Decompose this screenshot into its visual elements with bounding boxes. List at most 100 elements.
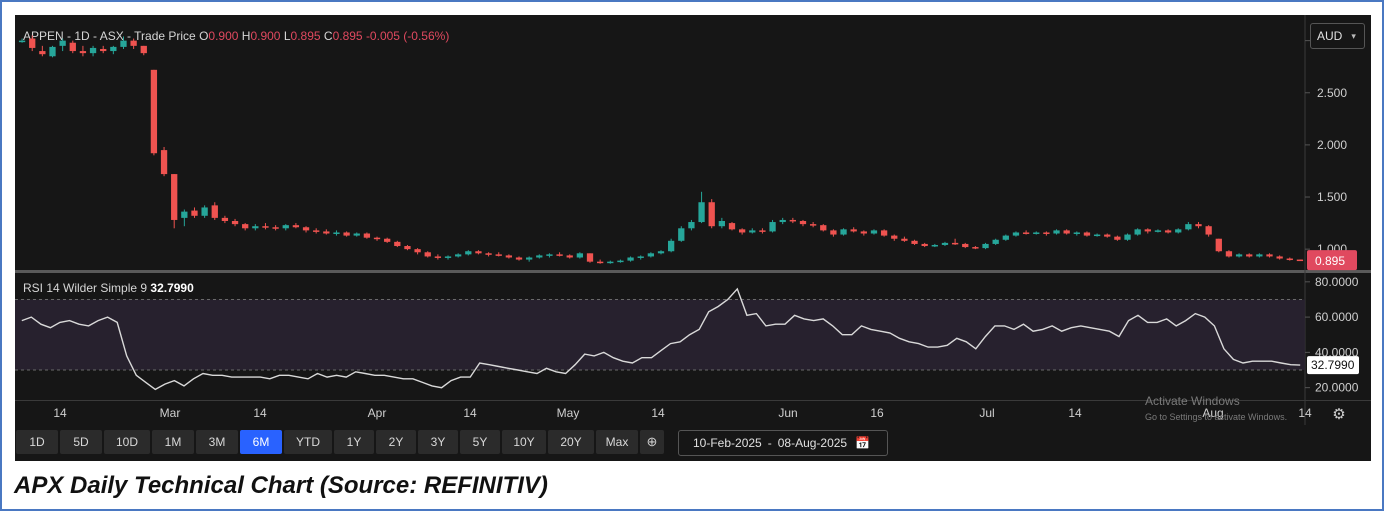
candle-body — [333, 232, 340, 234]
range-button-2y[interactable]: 2Y — [376, 430, 416, 454]
rsi-line — [21, 287, 1301, 391]
candle — [728, 222, 736, 231]
candle — [962, 242, 969, 249]
range-button-20y[interactable]: 20Y — [548, 430, 594, 454]
candle-body — [140, 45, 147, 54]
candle-body — [262, 226, 269, 228]
candle-body — [110, 46, 117, 52]
candle-body — [576, 253, 584, 258]
x-tick-label: Mar — [160, 406, 181, 420]
pane-separator — [15, 270, 1371, 273]
candle — [840, 228, 847, 236]
candle — [789, 217, 796, 224]
candle — [617, 259, 624, 263]
candle-body — [779, 219, 786, 223]
candle-body — [1235, 254, 1243, 257]
range-button-3m[interactable]: 3M — [196, 430, 238, 454]
candle — [1154, 229, 1162, 233]
candle-body — [627, 257, 634, 261]
candle — [89, 45, 97, 57]
candle-body — [769, 222, 776, 232]
candle-body — [363, 233, 371, 238]
candle-body — [1246, 254, 1253, 257]
candle-body — [1205, 226, 1212, 235]
candle — [809, 222, 817, 228]
candle-body — [1276, 256, 1283, 259]
range-button-5d[interactable]: 5D — [60, 430, 102, 454]
candle — [536, 254, 543, 259]
candle-body — [566, 255, 573, 258]
candle — [698, 191, 705, 224]
candle-body — [1114, 236, 1121, 240]
x-tick-label: May — [557, 406, 580, 420]
range-button-1y[interactable]: 1Y — [334, 430, 374, 454]
candle-body — [181, 211, 188, 218]
candle — [951, 238, 959, 245]
candle — [69, 40, 76, 54]
candle-body — [1083, 232, 1091, 236]
candle — [1144, 228, 1151, 234]
rsi-y-tick-label: 80.0000 — [1315, 275, 1359, 289]
range-button-1d[interactable]: 1D — [16, 430, 58, 454]
range-button-10d[interactable]: 10D — [104, 430, 150, 454]
candle-body — [272, 227, 279, 229]
candle-body — [1104, 234, 1111, 237]
overlay: Activate Windows Go to Settings to activa… — [1145, 394, 1287, 422]
rsi-y-tick-label: 40.0000 — [1315, 345, 1359, 359]
high-value: 0.900 — [250, 29, 283, 43]
candle-body — [982, 243, 989, 249]
candle-body — [444, 256, 452, 258]
candle — [1164, 229, 1172, 234]
range-button-max[interactable]: Max — [596, 430, 638, 454]
candle — [870, 229, 878, 235]
candle — [100, 45, 107, 54]
candle — [242, 223, 249, 231]
candle — [455, 253, 462, 258]
candle-body — [951, 242, 959, 245]
date-range-picker[interactable]: 10-Feb-2025 - 08-Aug-2025 📅 — [678, 430, 888, 456]
candle — [231, 218, 239, 227]
chart-settings-icon[interactable]: ⚙ — [1332, 406, 1346, 423]
candle — [465, 250, 472, 256]
candle-body — [1256, 254, 1263, 257]
candle-body — [698, 202, 705, 223]
high-label: H — [242, 29, 251, 43]
candle-body — [667, 240, 675, 252]
candle — [1124, 233, 1131, 241]
range-button-ytd[interactable]: YTD — [284, 430, 332, 454]
range-button-5y[interactable]: 5Y — [460, 430, 500, 454]
candle-body — [1043, 232, 1050, 234]
candle — [941, 241, 949, 247]
candle — [181, 209, 188, 227]
candle-body — [637, 256, 644, 258]
candle-body — [1154, 230, 1162, 232]
candle-body — [160, 150, 168, 175]
candle — [637, 255, 644, 260]
range-button-10y[interactable]: 10Y — [502, 430, 546, 454]
date-range-separator: - — [767, 436, 772, 450]
custom-range-icon[interactable]: ⊕ — [640, 430, 664, 454]
candle — [1175, 228, 1182, 234]
candle — [992, 238, 999, 245]
candle — [749, 228, 756, 234]
candle-body — [221, 217, 229, 221]
candle — [850, 227, 857, 233]
candle-body — [282, 225, 289, 229]
close-value: 0.895 — [333, 29, 366, 43]
candle-body — [586, 253, 594, 262]
currency-selector[interactable]: AUD ▾ — [1310, 23, 1365, 49]
range-button-3y[interactable]: 3Y — [418, 430, 458, 454]
candle — [546, 253, 553, 258]
range-button-1m[interactable]: 1M — [152, 430, 194, 454]
candle — [201, 205, 208, 218]
figure-caption: APX Daily Technical Chart (Source: REFIN… — [14, 472, 548, 499]
candle-body — [1053, 230, 1060, 234]
date-range-end: 08-Aug-2025 — [777, 436, 848, 450]
candle — [1276, 255, 1283, 260]
candle-body — [211, 205, 218, 218]
candle-body — [1002, 235, 1009, 240]
range-button-6m[interactable]: 6M — [240, 430, 282, 454]
chart-area: APPEN - 1D - ASX - Trade Price O0.900 H0… — [15, 15, 1371, 461]
candle-body — [404, 246, 411, 250]
calendar-icon[interactable]: 📅 — [855, 436, 871, 450]
